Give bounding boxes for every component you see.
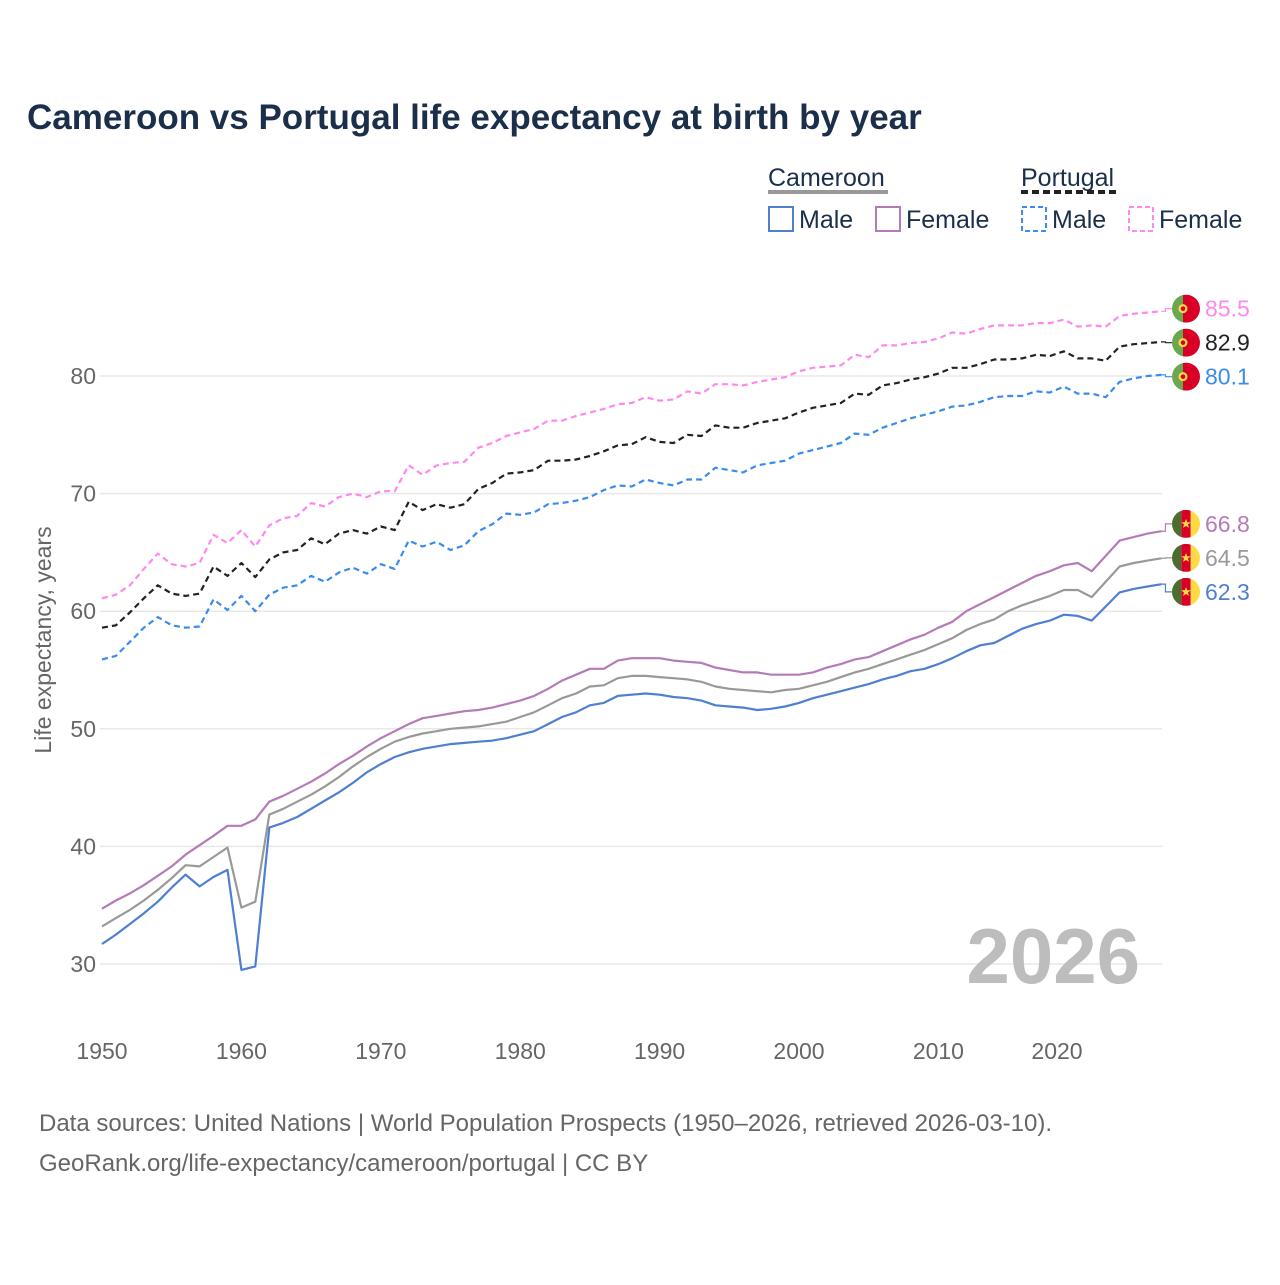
y-tick-label: 50 (70, 716, 96, 742)
series-line-cameroon-female (102, 531, 1161, 909)
portugal-flag-icon (1172, 295, 1200, 323)
cameroon-flag-icon (1172, 510, 1200, 538)
end-label-portugal-total: 82.9 (1205, 330, 1250, 356)
legend: Cameroon Male Female Portugal Male Femal… (768, 164, 1242, 234)
legend-label-cameroon-male: Male (799, 206, 853, 234)
legend-label-portugal-male: Male (1052, 206, 1106, 234)
end-connector (1161, 342, 1172, 343)
x-tick-label: 2000 (773, 1038, 824, 1064)
cameroon-flag-icon (1172, 578, 1200, 606)
x-tick-label: 1990 (634, 1038, 685, 1064)
x-tick-label: 1950 (76, 1038, 127, 1064)
end-label-cameroon-total: 64.5 (1205, 545, 1250, 571)
end-connector (1161, 309, 1172, 312)
legend-swatch-cameroon-female (876, 207, 900, 231)
legend-label-cameroon-female: Female (906, 206, 989, 234)
footer-sources: Data sources: United Nations | World Pop… (39, 1110, 1052, 1137)
x-tick-label: 2010 (913, 1038, 964, 1064)
y-tick-label: 40 (70, 833, 96, 859)
x-axis-ticks: 1950 1960 1970 1980 1990 2000 2010 2020 (76, 1038, 1082, 1064)
y-tick-label: 30 (70, 951, 96, 977)
legend-swatch-cameroon-male (769, 207, 793, 231)
x-tick-label: 2020 (1031, 1038, 1082, 1064)
series-lines (102, 311, 1161, 970)
chart-title: Cameroon vs Portugal life expectancy at … (27, 98, 922, 137)
end-label-portugal-male: 80.1 (1205, 364, 1250, 390)
y-tick-label: 80 (70, 363, 96, 389)
legend-group-portugal: Portugal (1021, 164, 1114, 192)
legend-swatch-portugal-female (1129, 207, 1153, 231)
end-label-cameroon-female: 66.8 (1205, 511, 1250, 537)
end-labels: 85.5 82.9 80.1 66.8 64.5 62.3 (1161, 295, 1249, 606)
legend-swatch-portugal-male (1022, 207, 1046, 231)
year-watermark: 2026 (966, 912, 1140, 1000)
legend-group-cameroon: Cameroon (768, 164, 885, 192)
end-label-cameroon-male: 62.3 (1205, 579, 1250, 605)
portugal-flag-icon (1172, 329, 1200, 357)
series-line-portugal-male (102, 375, 1161, 660)
series-line-cameroon-total (102, 558, 1161, 926)
y-tick-label: 60 (70, 598, 96, 624)
end-connector (1161, 375, 1172, 377)
series-line-portugal-female (102, 311, 1161, 598)
series-line-portugal-total (102, 342, 1161, 628)
end-label-portugal-female: 85.5 (1205, 296, 1250, 322)
portugal-flag-icon (1172, 363, 1200, 391)
x-tick-label: 1980 (495, 1038, 546, 1064)
y-axis-label: Life expectancy, years (30, 526, 56, 753)
end-connector (1161, 584, 1172, 592)
footer-link[interactable]: GeoRank.org/life-expectancy/cameroon/por… (39, 1150, 648, 1177)
legend-label-portugal-female: Female (1159, 206, 1242, 234)
y-axis-ticks: 30 40 50 60 70 80 (70, 363, 96, 977)
cameroon-flag-icon (1172, 544, 1200, 572)
y-tick-label: 70 (70, 481, 96, 507)
x-tick-label: 1960 (216, 1038, 267, 1064)
end-connector (1161, 524, 1172, 531)
x-tick-label: 1970 (355, 1038, 406, 1064)
